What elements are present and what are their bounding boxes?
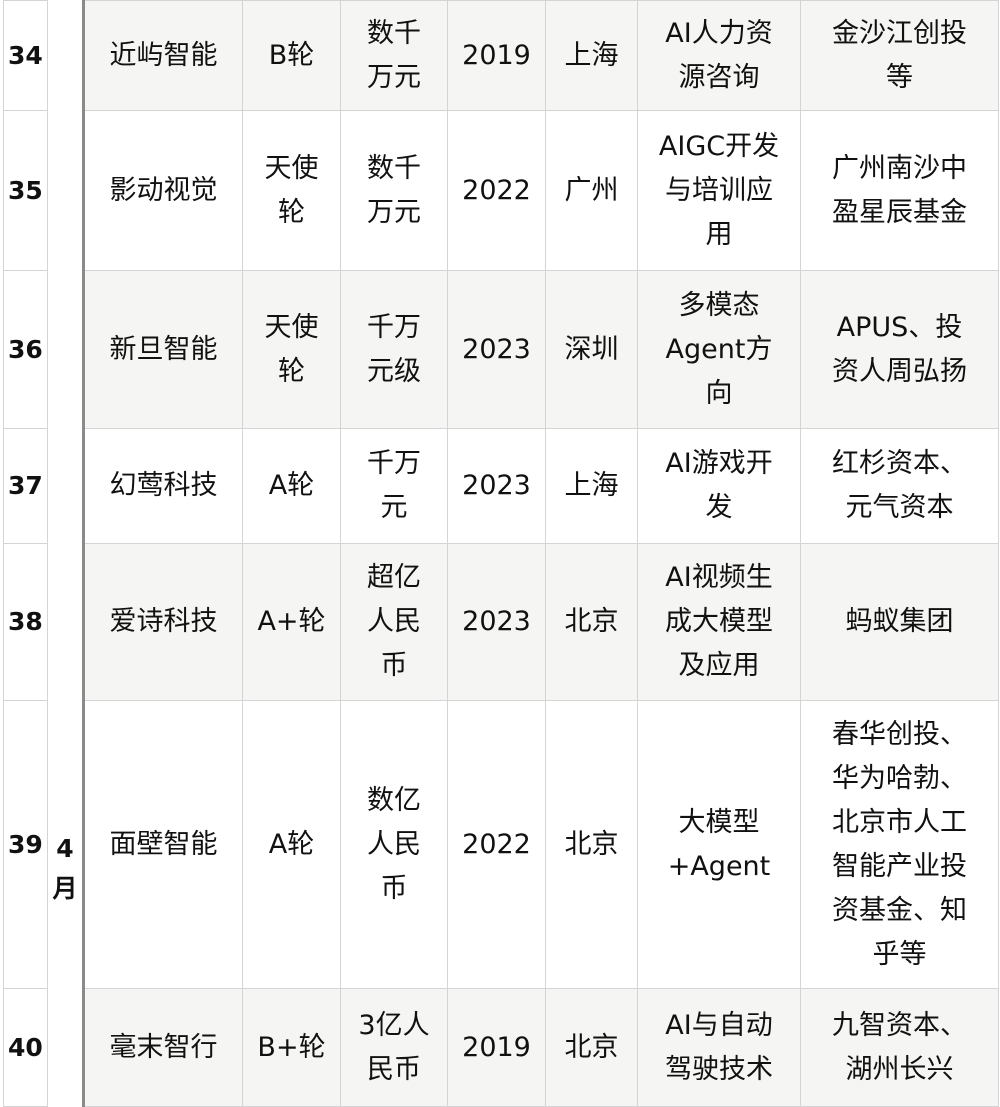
cell-name: 新旦智能 <box>83 270 243 429</box>
cell-city: 北京 <box>545 700 638 989</box>
cell-round: 天使 轮 <box>242 270 341 429</box>
row-number: 40 <box>3 988 48 1107</box>
cell-round: A轮 <box>242 428 341 544</box>
row-number: 39 <box>3 700 48 989</box>
cell-name: 毫末智行 <box>83 988 243 1107</box>
cell-round: B轮 <box>242 0 341 111</box>
table-row: 35 影动视觉 天使 轮数千 万元 2022 广州 AIGC开发 与培训应 用广州南沙中 … <box>3 110 999 271</box>
cell-year: 2019 <box>447 0 546 111</box>
cell-city: 北京 <box>545 988 638 1107</box>
cell-city: 广州 <box>545 110 638 271</box>
cell-round: A轮 <box>242 700 341 989</box>
cell-investors: 红杉资本、 元气资本 <box>800 428 999 544</box>
cell-round: A+轮 <box>242 543 341 701</box>
cell-investors: 金沙江创投 等 <box>800 0 999 111</box>
row-number: 35 <box>3 110 48 271</box>
cell-amount: 3亿人 民币 <box>340 988 448 1107</box>
cell-city: 深圳 <box>545 270 638 429</box>
cell-year: 2023 <box>447 270 546 429</box>
cell-name: 近屿智能 <box>83 0 243 111</box>
row-number: 34 <box>3 0 48 111</box>
cell-investors: 九智资本、 湖州长兴 <box>800 988 999 1107</box>
cell-amount: 千万 元级 <box>340 270 448 429</box>
cell-amount: 数千 万元 <box>340 0 448 111</box>
cell-city: 上海 <box>545 0 638 111</box>
cell-city: 北京 <box>545 543 638 701</box>
cell-round: B+轮 <box>242 988 341 1107</box>
cell-business: 多模态 Agent方 向 <box>637 270 801 429</box>
table-row: 40 毫末智行 B+轮 3亿人 民币 2019 北京 AI与自动 驾驶技术 九智资本、 湖州长… <box>3 988 999 1107</box>
cell-year: 2022 <box>447 110 546 271</box>
cell-name: 幻莺科技 <box>83 428 243 544</box>
cell-name: 面壁智能 <box>83 700 243 989</box>
cell-amount: 数亿 人民 币 <box>340 700 448 989</box>
cell-round: 天使 轮 <box>242 110 341 271</box>
financing-table: 34 4 月近屿智能 B轮 数千 万元 2019 上海 AI人力资 源咨询 金沙江创投 等 35… <box>3 0 999 1107</box>
cell-business: AIGC开发 与培训应 用 <box>637 110 801 271</box>
month-cell: 4 月 <box>47 0 85 1107</box>
table-row: 34 4 月近屿智能 B轮 数千 万元 2019 上海 AI人力资 源咨询 金沙江创投 等 <box>3 0 999 1107</box>
cell-investors: 春华创投、 华为哈勃、 北京市人工 智能产业投 资基金、知 乎等 <box>800 700 999 989</box>
cell-business: AI与自动 驾驶技术 <box>637 988 801 1107</box>
row-number: 38 <box>3 543 48 701</box>
cell-year: 2019 <box>447 988 546 1107</box>
table-row: 39 面壁智能 A轮 数亿 人民 币 2022 北京 大模型 +Agent 春华创投、 华为哈… <box>3 700 999 989</box>
cell-investors: 蚂蚁集团 <box>800 543 999 701</box>
row-number: 36 <box>3 270 48 429</box>
cell-name: 影动视觉 <box>83 110 243 271</box>
table-row: 37 幻莺科技 A轮 千万 元 2023 上海 AI游戏开 发红杉资本、 元气资本 <box>3 428 999 544</box>
cell-business: AI视频生 成大模型 及应用 <box>637 543 801 701</box>
cell-name: 爱诗科技 <box>83 543 243 701</box>
cell-year: 2023 <box>447 543 546 701</box>
cell-year: 2022 <box>447 700 546 989</box>
cell-business: AI游戏开 发 <box>637 428 801 544</box>
table-row: 36 新旦智能 天使 轮千万 元级 2023 深圳 多模态 Agent方 向 APUS、投 … <box>3 270 999 429</box>
cell-amount: 数千 万元 <box>340 110 448 271</box>
cell-business: AI人力资 源咨询 <box>637 0 801 111</box>
month-label: 4 月 <box>52 833 78 903</box>
table-row: 38 爱诗科技 A+轮 超亿 人民 币 2023 北京 AI视频生 成大模型 及应用 蚂蚁集团 <box>3 543 999 701</box>
cell-business: 大模型 +Agent <box>637 700 801 989</box>
cell-city: 上海 <box>545 428 638 544</box>
cell-investors: APUS、投 资人周弘扬 <box>800 270 999 429</box>
cell-investors: 广州南沙中 盈星辰基金 <box>800 110 999 271</box>
cell-amount: 千万 元 <box>340 428 448 544</box>
cell-year: 2023 <box>447 428 546 544</box>
cell-amount: 超亿 人民 币 <box>340 543 448 701</box>
row-number: 37 <box>3 428 48 544</box>
